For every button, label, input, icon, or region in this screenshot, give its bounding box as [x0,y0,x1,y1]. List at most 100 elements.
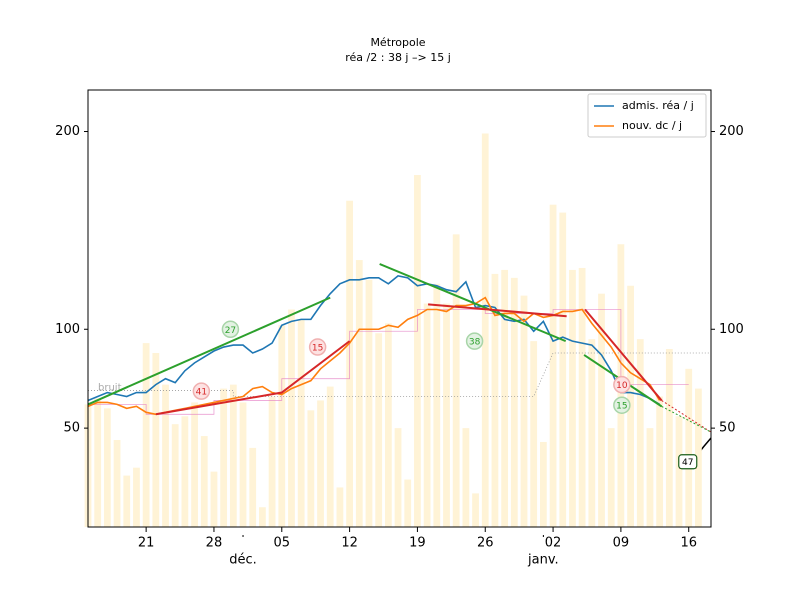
legend-box [587,93,707,138]
chart-subtitle: réa /2 : 38 j –> 15 j [345,51,451,64]
bar [220,388,228,527]
bar [249,447,257,527]
bar [549,204,557,527]
bar [598,293,605,527]
bar [113,439,121,527]
bar [656,396,664,527]
trend-line [661,405,712,433]
annotation-circle [613,375,631,394]
bar [288,309,295,527]
bar [646,428,654,527]
bar [365,279,373,527]
bar [297,319,305,527]
annotation-label: 38 [469,338,481,348]
annotation-label: 15 [312,344,323,354]
bar [317,400,324,527]
trend-line [661,400,712,433]
month-label: janv. [527,553,559,568]
x-tick-label: 28 [206,536,223,551]
legend: admis. réa / j nouv. dc / j [587,93,707,138]
bar [162,384,169,527]
bar [384,323,392,527]
bar [355,260,363,527]
bar [636,339,644,527]
plot-frame [87,89,712,528]
bar [278,325,286,527]
annotation-circle [613,396,631,414]
x-tick-label: 16 [680,536,697,551]
y2-tick-label: 200 [719,124,744,139]
bar [481,133,489,527]
annotation-circle [308,338,327,356]
annotation-label: 10 [616,381,628,391]
x-tick-label: 02 [545,536,562,551]
bar [326,386,334,527]
annotation-circle [221,320,240,339]
x-tick-label: 21 [138,536,155,551]
x-tick-label: 09 [613,536,630,551]
bar [472,493,479,527]
trend-line [87,296,331,406]
y2-tick-label: 100 [719,322,744,337]
bar [452,234,460,527]
legend-label: admis. réa / j [622,99,694,112]
bar [404,479,412,527]
trend-line [379,263,567,343]
bar [191,402,198,527]
bar [685,368,693,527]
bar [229,384,237,527]
y-tick-label: 100 [55,322,80,337]
trend-line [584,308,663,402]
bar [307,410,315,527]
bar [133,467,140,527]
bar [559,212,567,527]
bar [433,283,441,527]
trend-line [427,303,567,318]
bar [695,388,702,527]
bar [607,428,615,527]
x-tick-label: 05 [274,536,291,551]
y-tick-label: 200 [55,124,80,139]
bar [239,402,247,527]
bar [200,436,208,527]
annotation-circle [192,382,211,400]
bar [152,352,160,527]
noise-line [88,352,711,397]
bar [94,398,102,527]
bar [462,428,470,527]
bar [123,475,131,527]
bar [414,175,421,527]
bar [268,396,276,527]
bar [675,416,683,527]
bar [375,333,383,527]
bar [423,303,431,527]
bar [627,285,634,527]
annotation-circle [465,332,484,350]
bar [569,269,576,527]
bar [443,303,450,527]
series-line [87,275,661,406]
bar [588,339,596,527]
bar [210,471,218,527]
step-line [88,309,689,415]
y2-tick-label: 50 [719,421,736,436]
bar [142,343,150,527]
annotation-box [678,454,698,470]
bar [665,349,673,527]
y-tick-label: 50 [63,421,80,436]
bar [171,424,179,527]
bar [510,277,518,527]
bar [530,341,538,527]
bar [520,295,528,527]
noise-label: bruit [98,383,122,394]
x-tick-label: 19 [409,536,426,551]
x-tick-label: 12 [341,536,358,551]
bar [491,273,499,527]
annotation-label: 15 [616,402,627,412]
bar [259,507,266,527]
legend-label: nouv. dc / j [622,119,682,132]
bar [103,408,111,527]
chart-title: Métropole [370,36,425,49]
bar [539,441,547,527]
